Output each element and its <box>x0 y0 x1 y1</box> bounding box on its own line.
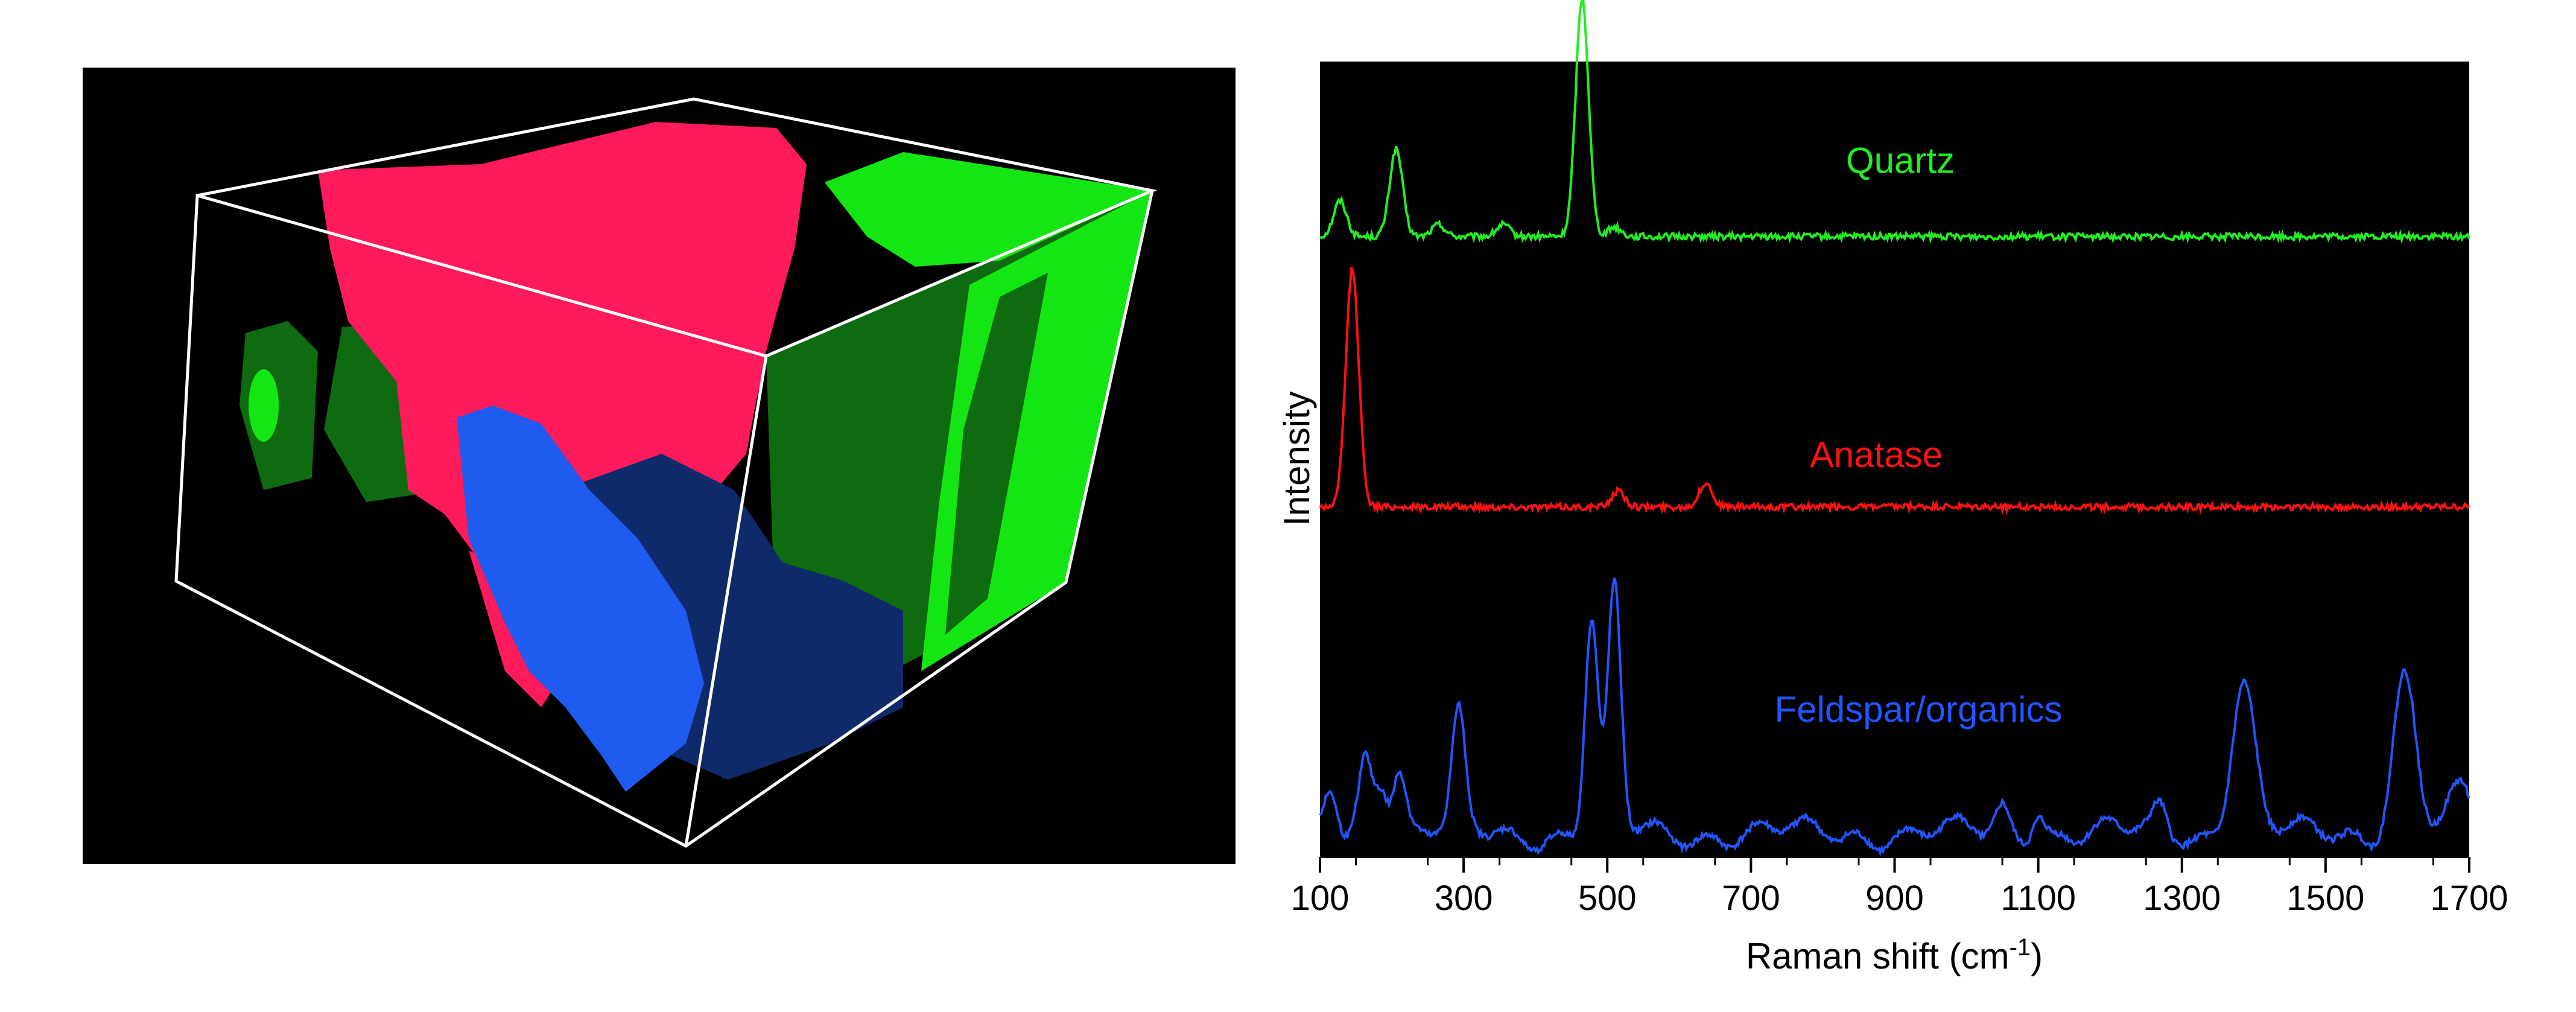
x-tick-label: 100 <box>1291 879 1350 918</box>
x-axis-title: Raman shift (cm-1) <box>1746 934 2043 976</box>
x-tick-label: 700 <box>1722 879 1780 918</box>
bounding-box-edges <box>174 97 1158 848</box>
x-tick-label: 1500 <box>2286 879 2364 918</box>
feldspar-phase-right <box>776 599 903 737</box>
x-tick-label: 500 <box>1578 879 1637 918</box>
plot-area <box>1320 62 2469 857</box>
x-tick-label: 900 <box>1865 879 1924 918</box>
series-line-anatase <box>1319 266 2470 515</box>
quartz-phase-top <box>825 152 1152 267</box>
feldspar-phase-main <box>457 406 704 792</box>
x-axis-title-sup: -1 <box>2010 934 2031 961</box>
series-line-quartz <box>1319 0 2470 244</box>
series-line-feldspar-organics <box>1319 578 2470 857</box>
quartz-phase-spot-3 <box>249 369 279 442</box>
series-label-layer: Quartz Anatase Feldspar/organics <box>1775 141 2063 730</box>
bounding-box-edge-front <box>684 355 768 847</box>
series-label-quartz: Quartz <box>1846 141 1955 181</box>
series-label-anatase: Anatase <box>1810 434 1943 475</box>
quartz-phase-band <box>945 273 1048 635</box>
series-label-feldspar-organics: Feldspar/organics <box>1775 689 2063 730</box>
x-axis-title-close: ) <box>2031 936 2043 976</box>
series-layer <box>1319 0 2470 857</box>
y-axis-title: Intensity <box>1277 391 1317 526</box>
x-tick-label: 1100 <box>2000 879 2076 918</box>
volume-render-svg <box>174 97 1158 848</box>
volume-render-panel <box>83 68 1236 864</box>
x-tick-label: 300 <box>1435 879 1493 918</box>
x-tick-label: 1700 <box>2430 879 2508 918</box>
x-axis-title-main: Raman shift (cm <box>1746 936 2010 976</box>
x-tick-layer: 100 300 500 700 900 1100 1300 1500 1700 <box>1291 857 2508 918</box>
anatase-phase-stalactites <box>650 261 764 490</box>
x-tick-label: 1300 <box>2143 879 2221 918</box>
